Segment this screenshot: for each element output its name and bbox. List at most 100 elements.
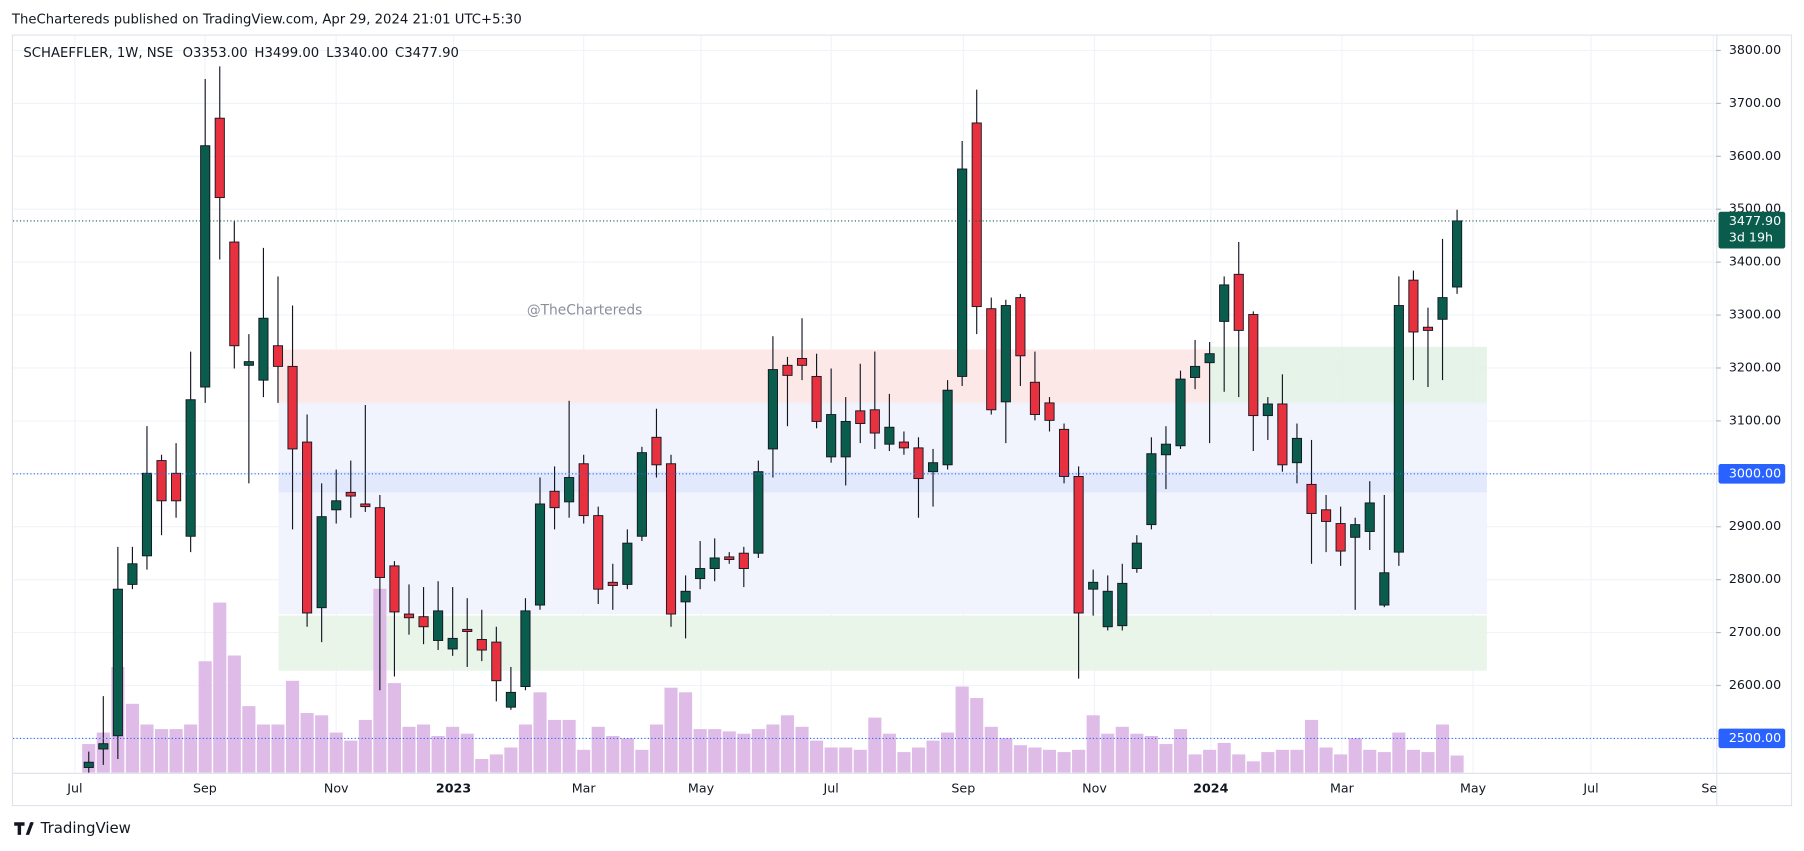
volume-bar	[955, 686, 969, 773]
candle-body	[1262, 403, 1273, 417]
candle-body	[403, 613, 415, 619]
candle-body	[127, 563, 138, 585]
candle-body	[214, 117, 225, 199]
volume-bar	[1246, 761, 1260, 773]
candle-body	[1000, 305, 1011, 403]
candle-body	[578, 463, 589, 517]
volume-bar	[489, 754, 503, 773]
volume-bar	[1101, 733, 1115, 773]
volume-bar	[1130, 733, 1144, 773]
price-label-box	[1718, 464, 1786, 484]
candle-body	[1321, 509, 1332, 522]
y-tick-label: 3300.00	[1729, 307, 1781, 322]
volume-bar	[227, 655, 241, 773]
candle-body	[1277, 403, 1288, 466]
candle-body	[855, 410, 866, 425]
volume-bar	[984, 726, 998, 773]
x-tick-label: 2024	[1193, 780, 1228, 795]
y-tick-label: 3800.00	[1729, 42, 1781, 57]
volume-bar	[1144, 736, 1158, 773]
candle-body	[709, 557, 720, 569]
volume-bar	[344, 740, 358, 773]
candle-body	[753, 471, 764, 554]
candle-body	[986, 308, 997, 411]
volume-bar	[926, 740, 940, 773]
volume-bar	[300, 713, 314, 773]
volume-bar	[751, 729, 765, 773]
candle-body	[258, 317, 269, 381]
candle-body	[156, 460, 167, 502]
candle-body	[665, 463, 677, 615]
candle-body	[1379, 572, 1390, 606]
candle-body	[767, 369, 778, 450]
candle-body	[607, 581, 618, 586]
volume-bar	[1013, 745, 1027, 773]
candle-body	[272, 345, 284, 367]
volume-bar	[315, 715, 329, 773]
volume-bar	[446, 726, 460, 773]
candle-body	[418, 616, 429, 628]
volume-bar	[853, 749, 867, 773]
volume-bar	[999, 738, 1013, 773]
y-tick-label: 3100.00	[1729, 412, 1781, 427]
candle-body	[1058, 428, 1070, 477]
candle-body	[476, 638, 487, 651]
candle-body	[1350, 524, 1361, 538]
y-tick-label: 3600.00	[1729, 148, 1781, 163]
volume-bar	[737, 733, 751, 773]
volume-bar	[1261, 752, 1275, 773]
volume-bar	[577, 749, 591, 773]
volume	[82, 588, 1464, 773]
volume-bar	[664, 687, 678, 773]
volume-bar	[693, 729, 707, 773]
candle-body	[1073, 475, 1084, 614]
volume-bar	[1072, 749, 1086, 773]
candle-body	[389, 565, 400, 613]
x-tick-label: Sep	[193, 780, 217, 795]
brand-name: TradingView	[40, 819, 131, 837]
volume-bar	[198, 661, 212, 773]
candle-body	[927, 462, 939, 473]
zone	[278, 471, 1487, 493]
candle-body	[1335, 523, 1346, 552]
candle-body	[549, 490, 560, 509]
volume-bar	[1304, 719, 1319, 773]
candle-body	[1088, 581, 1099, 590]
candle-body	[840, 420, 851, 458]
candle-body	[200, 145, 211, 388]
candle-body	[447, 637, 458, 650]
brand-logo	[14, 822, 34, 835]
legend-value: 3477.90	[404, 46, 459, 61]
volume-bar	[1435, 724, 1450, 773]
candle-body	[331, 500, 342, 511]
volume-bar	[868, 717, 882, 773]
x-tick-label: Nov	[324, 780, 349, 795]
volume-bar	[1042, 749, 1057, 773]
candle-body	[724, 556, 735, 560]
candle-body	[171, 472, 182, 502]
candle-body	[243, 361, 254, 366]
candle-body	[1029, 381, 1040, 416]
volume-bar	[518, 724, 533, 773]
volume-bar	[766, 724, 780, 773]
volume-bar	[1275, 749, 1289, 773]
candle-body	[229, 241, 240, 347]
legend: SCHAEFFLER, 1W, NSE O3353.00 H3499.00 L3340…	[23, 46, 459, 61]
volume-bar	[1290, 749, 1304, 773]
x-tick-label: 2023	[436, 780, 471, 795]
volume-bar	[911, 747, 926, 773]
volume-bar	[780, 715, 795, 773]
volume-bar	[1334, 754, 1348, 773]
volume-bar	[1363, 749, 1377, 773]
volume-bar	[1348, 738, 1362, 773]
volume-bar	[533, 692, 547, 773]
volume-bar	[1173, 729, 1188, 773]
candle-body	[1248, 314, 1259, 417]
volume-bar	[679, 692, 693, 773]
y-tick-label: 3200.00	[1729, 359, 1781, 374]
zones	[278, 346, 1487, 671]
x-tick-label: Jul	[1582, 780, 1598, 795]
candle-body	[1175, 378, 1186, 447]
volume-bar	[417, 724, 431, 773]
volume-bar	[460, 733, 474, 773]
